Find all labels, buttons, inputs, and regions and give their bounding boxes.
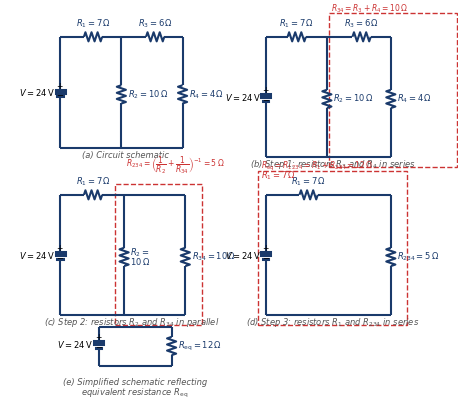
Text: +: + (56, 244, 63, 253)
Text: −: − (56, 254, 64, 263)
Text: $R_1 = 7\,\Omega$: $R_1 = 7\,\Omega$ (279, 18, 314, 30)
Text: (b) Step 1: resistors $R_3$ and $R_4$ in series: (b) Step 1: resistors $R_3$ and $R_4$ in… (250, 158, 416, 171)
Text: $R_1 = 7\,\Omega$: $R_1 = 7\,\Omega$ (76, 176, 110, 188)
Text: +: + (95, 333, 101, 342)
Text: (d) Step 3: resistors $R_1$ and $R_{234}$ in series: (d) Step 3: resistors $R_1$ and $R_{234}… (246, 316, 419, 329)
Text: $R_1 = 7\,\Omega$: $R_1 = 7\,\Omega$ (291, 176, 326, 188)
Text: $R_4 = 4\,\Omega$: $R_4 = 4\,\Omega$ (189, 88, 224, 101)
Text: $R_\mathrm{eq} = R_{1234} = R_1 + R_{234} = 12\,\Omega$: $R_\mathrm{eq} = R_{1234} = R_1 + R_{234… (261, 160, 373, 173)
Text: $V = 24\,\mathrm{V}$: $V = 24\,\mathrm{V}$ (19, 87, 55, 98)
Text: $V = 24\,\mathrm{V}$: $V = 24\,\mathrm{V}$ (57, 339, 93, 350)
Text: $R_2 = 10\,\Omega$: $R_2 = 10\,\Omega$ (128, 88, 168, 101)
Text: (e) Simplified schematic reflecting: (e) Simplified schematic reflecting (63, 378, 207, 387)
Text: (a) Circuit schematic: (a) Circuit schematic (82, 151, 169, 160)
Text: −: − (262, 96, 269, 105)
Text: $R_3 = 6\,\Omega$: $R_3 = 6\,\Omega$ (138, 18, 173, 30)
Text: $V = 24\,\mathrm{V}$: $V = 24\,\mathrm{V}$ (225, 92, 260, 103)
Text: $R_4 = 4\,\Omega$: $R_4 = 4\,\Omega$ (397, 93, 432, 105)
Bar (258, 171, 407, 324)
Text: equivalent resistance $R_\mathrm{eq}$: equivalent resistance $R_\mathrm{eq}$ (82, 387, 189, 399)
Text: $V = 24\,\mathrm{V}$: $V = 24\,\mathrm{V}$ (225, 250, 260, 261)
Text: $R_1 = 7\,\Omega$: $R_1 = 7\,\Omega$ (261, 170, 296, 182)
Text: $R_1 = 7\,\Omega$: $R_1 = 7\,\Omega$ (76, 18, 110, 30)
Text: +: + (262, 86, 268, 95)
Text: $V = 24\,\mathrm{V}$: $V = 24\,\mathrm{V}$ (19, 250, 55, 261)
Text: $R_{34} = 10\,\Omega$: $R_{34} = 10\,\Omega$ (191, 251, 236, 263)
Text: −: − (56, 91, 64, 100)
Text: −: − (262, 254, 269, 263)
Text: −: − (95, 343, 102, 352)
Text: $R_3 = 6\,\Omega$: $R_3 = 6\,\Omega$ (344, 18, 379, 30)
Text: $R_\mathrm{eq} = 12\,\Omega$: $R_\mathrm{eq} = 12\,\Omega$ (178, 340, 222, 353)
Text: +: + (262, 244, 268, 253)
Text: $R_2 =$: $R_2 =$ (129, 246, 149, 259)
Text: $R_{234} = \left(\dfrac{1}{R_2}+\dfrac{1}{R_{34}}\right)^{-1} = 5\,\Omega$: $R_{234} = \left(\dfrac{1}{R_2}+\dfrac{1… (126, 154, 225, 176)
Text: $R_2 = 10\,\Omega$: $R_2 = 10\,\Omega$ (333, 93, 374, 105)
Bar (328, 13, 456, 166)
Text: (c) Step 2: resistors $R_2$ and $R_{34}$ in parallel: (c) Step 2: resistors $R_2$ and $R_{34}$… (44, 316, 219, 329)
Text: $R_{34} = R_3 + R_4 = 10\,\Omega$: $R_{34} = R_3 + R_4 = 10\,\Omega$ (331, 2, 408, 15)
Text: +: + (56, 82, 63, 91)
Text: $R_{234} = 5\,\Omega$: $R_{234} = 5\,\Omega$ (397, 251, 439, 263)
Bar (115, 184, 202, 324)
Text: $10\,\Omega$: $10\,\Omega$ (129, 256, 150, 267)
